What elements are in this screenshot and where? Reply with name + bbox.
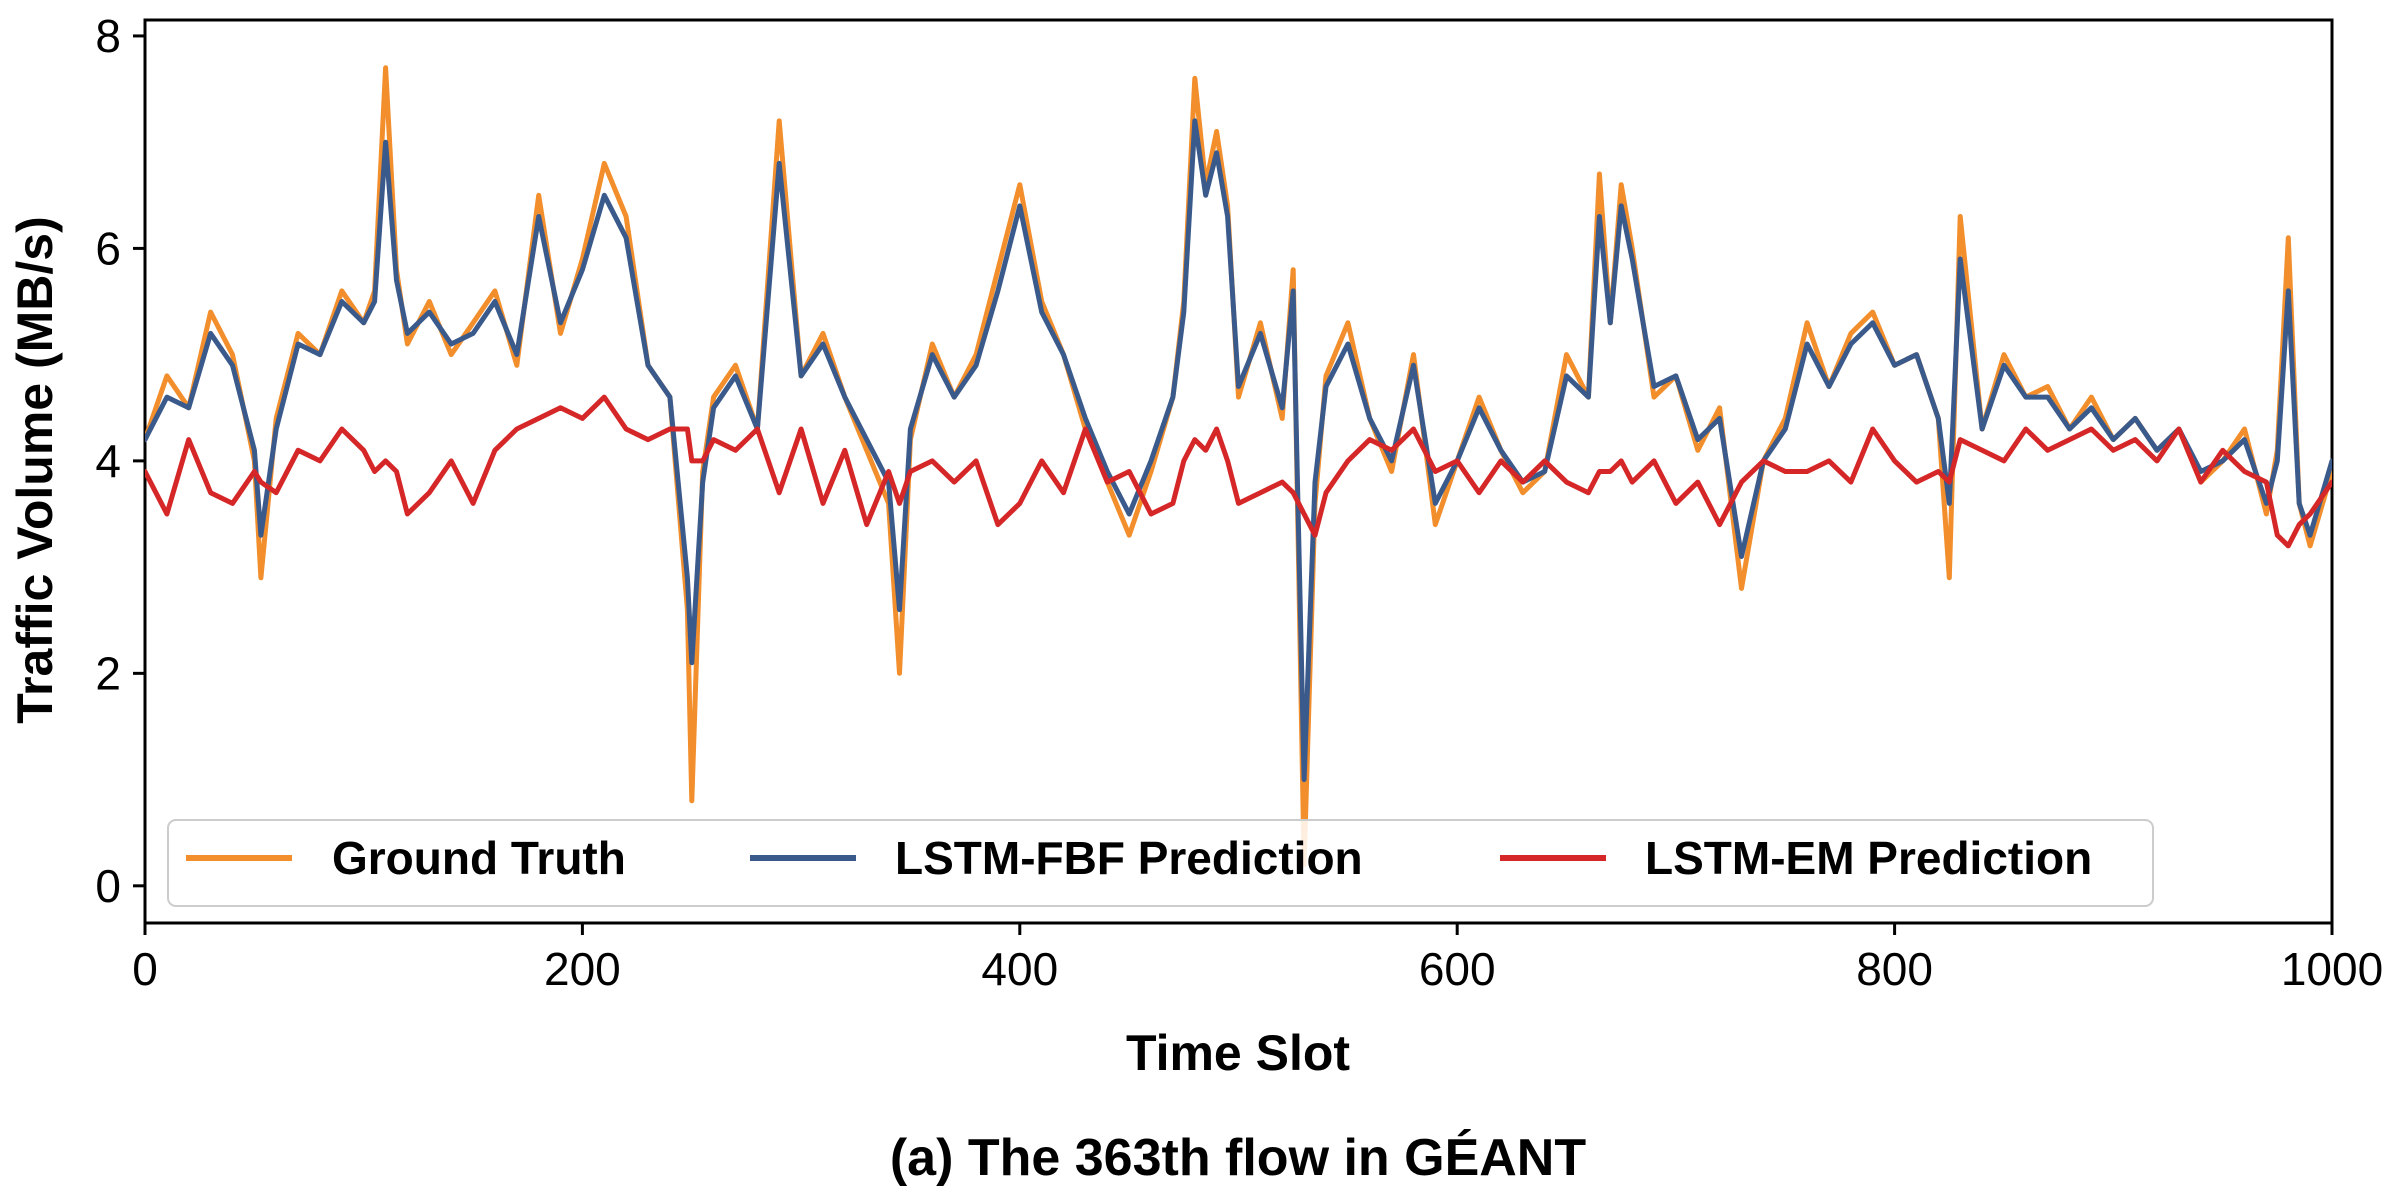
y-tick-label: 6	[95, 222, 121, 274]
x-tick-label: 600	[1419, 943, 1496, 995]
y-tick-label: 4	[95, 435, 121, 487]
x-axis-title: Time Slot	[1126, 1025, 1350, 1081]
plot-area	[143, 18, 2334, 925]
legend-box	[167, 819, 2154, 907]
series-layer	[145, 65, 2332, 868]
y-axis: 0 2 4 6 8	[95, 10, 145, 912]
y-tick-label: 8	[95, 10, 121, 62]
y-tick-label: 0	[95, 860, 121, 912]
legend-label-lstm-fbf: LSTM-FBF Prediction	[895, 832, 1363, 884]
y-tick-label: 2	[95, 647, 121, 699]
x-tick-label: 1000	[2281, 943, 2383, 995]
legend-label-ground-truth: Ground Truth	[332, 832, 626, 884]
figure-caption: (a) The 363th flow in GÉANT	[890, 1129, 1586, 1187]
x-tick-label: 400	[981, 943, 1058, 995]
x-tick-label: 200	[544, 943, 621, 995]
x-tick-label: 0	[132, 943, 158, 995]
legend-label-lstm-em: LSTM-EM Prediction	[1645, 832, 2092, 884]
series-line-lstm-em-prediction	[145, 394, 2332, 549]
legend: Ground Truth LSTM-FBF Prediction LSTM-EM…	[167, 819, 2154, 907]
x-axis: 0 200 400 600 800 1000	[132, 923, 2383, 995]
y-axis-title: Traffic Volume (MB/s)	[7, 216, 63, 723]
x-tick-label: 800	[1856, 943, 1933, 995]
series-line-lstm-fbf-prediction	[145, 118, 2332, 783]
